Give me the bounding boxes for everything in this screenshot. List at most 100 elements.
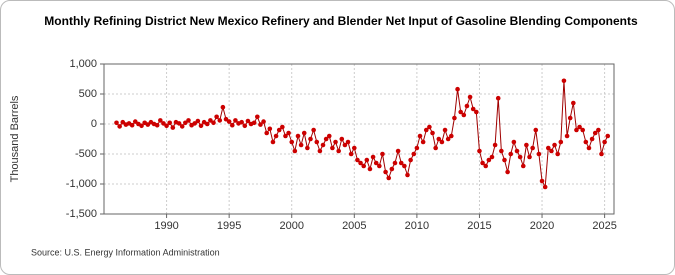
data-point <box>596 127 601 133</box>
data-point <box>395 148 401 154</box>
data-point <box>305 145 310 151</box>
data-point <box>258 122 263 127</box>
data-point <box>330 145 335 151</box>
data-point <box>420 139 426 145</box>
data-point <box>386 175 392 181</box>
data-point <box>577 124 582 130</box>
data-point <box>298 142 304 148</box>
x-tick-label: 2000 <box>279 220 303 232</box>
data-point <box>592 130 598 136</box>
data-point <box>120 119 126 125</box>
data-point <box>198 123 204 129</box>
data-point <box>602 139 607 145</box>
data-point <box>229 122 235 128</box>
data-point <box>333 139 338 145</box>
y-tick-label: 0 <box>91 118 97 130</box>
data-point <box>423 127 429 133</box>
data-point <box>314 139 320 145</box>
data-point <box>398 160 404 166</box>
data-point <box>317 148 323 154</box>
data-point <box>458 109 463 115</box>
data-point <box>527 154 532 160</box>
data-point <box>251 120 257 126</box>
data-point <box>323 136 329 142</box>
data-point <box>461 112 467 118</box>
data-point <box>273 133 279 139</box>
data-point <box>574 127 579 133</box>
data-point <box>320 142 326 148</box>
data-point <box>145 122 151 127</box>
data-point <box>483 163 489 169</box>
data-point <box>486 157 492 163</box>
data-point <box>242 123 248 129</box>
data-point <box>364 157 370 163</box>
x-tick-label: 2015 <box>467 220 491 232</box>
data-point <box>377 163 382 169</box>
data-point <box>358 160 363 166</box>
data-point <box>605 133 611 139</box>
data-point <box>179 124 185 129</box>
data-point <box>474 109 479 115</box>
data-point <box>361 163 366 169</box>
data-point <box>452 115 457 121</box>
data-point <box>502 157 507 163</box>
data-point <box>470 106 476 112</box>
data-point <box>495 95 501 101</box>
data-point <box>167 120 173 126</box>
data-point <box>383 169 388 175</box>
data-point <box>217 118 223 123</box>
data-point <box>342 142 348 148</box>
data-point <box>445 136 451 142</box>
data-point <box>289 139 295 145</box>
data-point <box>267 126 273 132</box>
data-point <box>442 127 448 133</box>
data-point <box>464 103 470 109</box>
data-point <box>301 130 307 136</box>
data-point <box>261 119 266 124</box>
data-point <box>430 130 435 136</box>
data-point <box>192 121 198 126</box>
data-point <box>530 145 535 151</box>
data-point <box>292 148 298 154</box>
data-point <box>489 154 495 160</box>
data-point <box>295 133 301 139</box>
data-point <box>233 118 238 123</box>
data-point <box>161 121 166 126</box>
data-point <box>255 114 260 120</box>
data-point <box>286 130 291 136</box>
data-point <box>580 127 586 133</box>
data-point <box>211 120 216 126</box>
data-point <box>536 151 542 157</box>
data-point <box>505 169 510 175</box>
data-point <box>220 104 226 110</box>
data-point <box>308 136 313 142</box>
data-point <box>552 142 557 148</box>
data-point <box>477 148 482 154</box>
data-point <box>283 133 288 139</box>
x-tick-label: 2020 <box>530 220 554 232</box>
data-point <box>449 133 454 139</box>
data-point <box>524 142 529 148</box>
data-point <box>427 124 432 130</box>
data-point <box>339 136 345 142</box>
data-point <box>583 139 589 145</box>
data-point <box>129 122 135 128</box>
y-tick-label: -1,500 <box>66 208 97 220</box>
x-tick-label: 2005 <box>342 220 366 232</box>
data-point <box>455 86 460 92</box>
y-tick-label: -500 <box>75 148 97 160</box>
data-point <box>558 139 564 145</box>
data-point <box>539 178 545 184</box>
data-point <box>508 151 514 157</box>
data-point <box>352 145 357 151</box>
data-point <box>345 139 351 145</box>
y-tick-label: -1,000 <box>66 178 97 190</box>
data-point <box>114 120 119 126</box>
data-point <box>517 154 523 160</box>
y-axis-label: Thousand Barrels <box>9 95 21 182</box>
data-point <box>433 145 438 151</box>
data-point <box>348 151 354 157</box>
data-point <box>176 121 182 126</box>
data-point <box>311 127 316 133</box>
